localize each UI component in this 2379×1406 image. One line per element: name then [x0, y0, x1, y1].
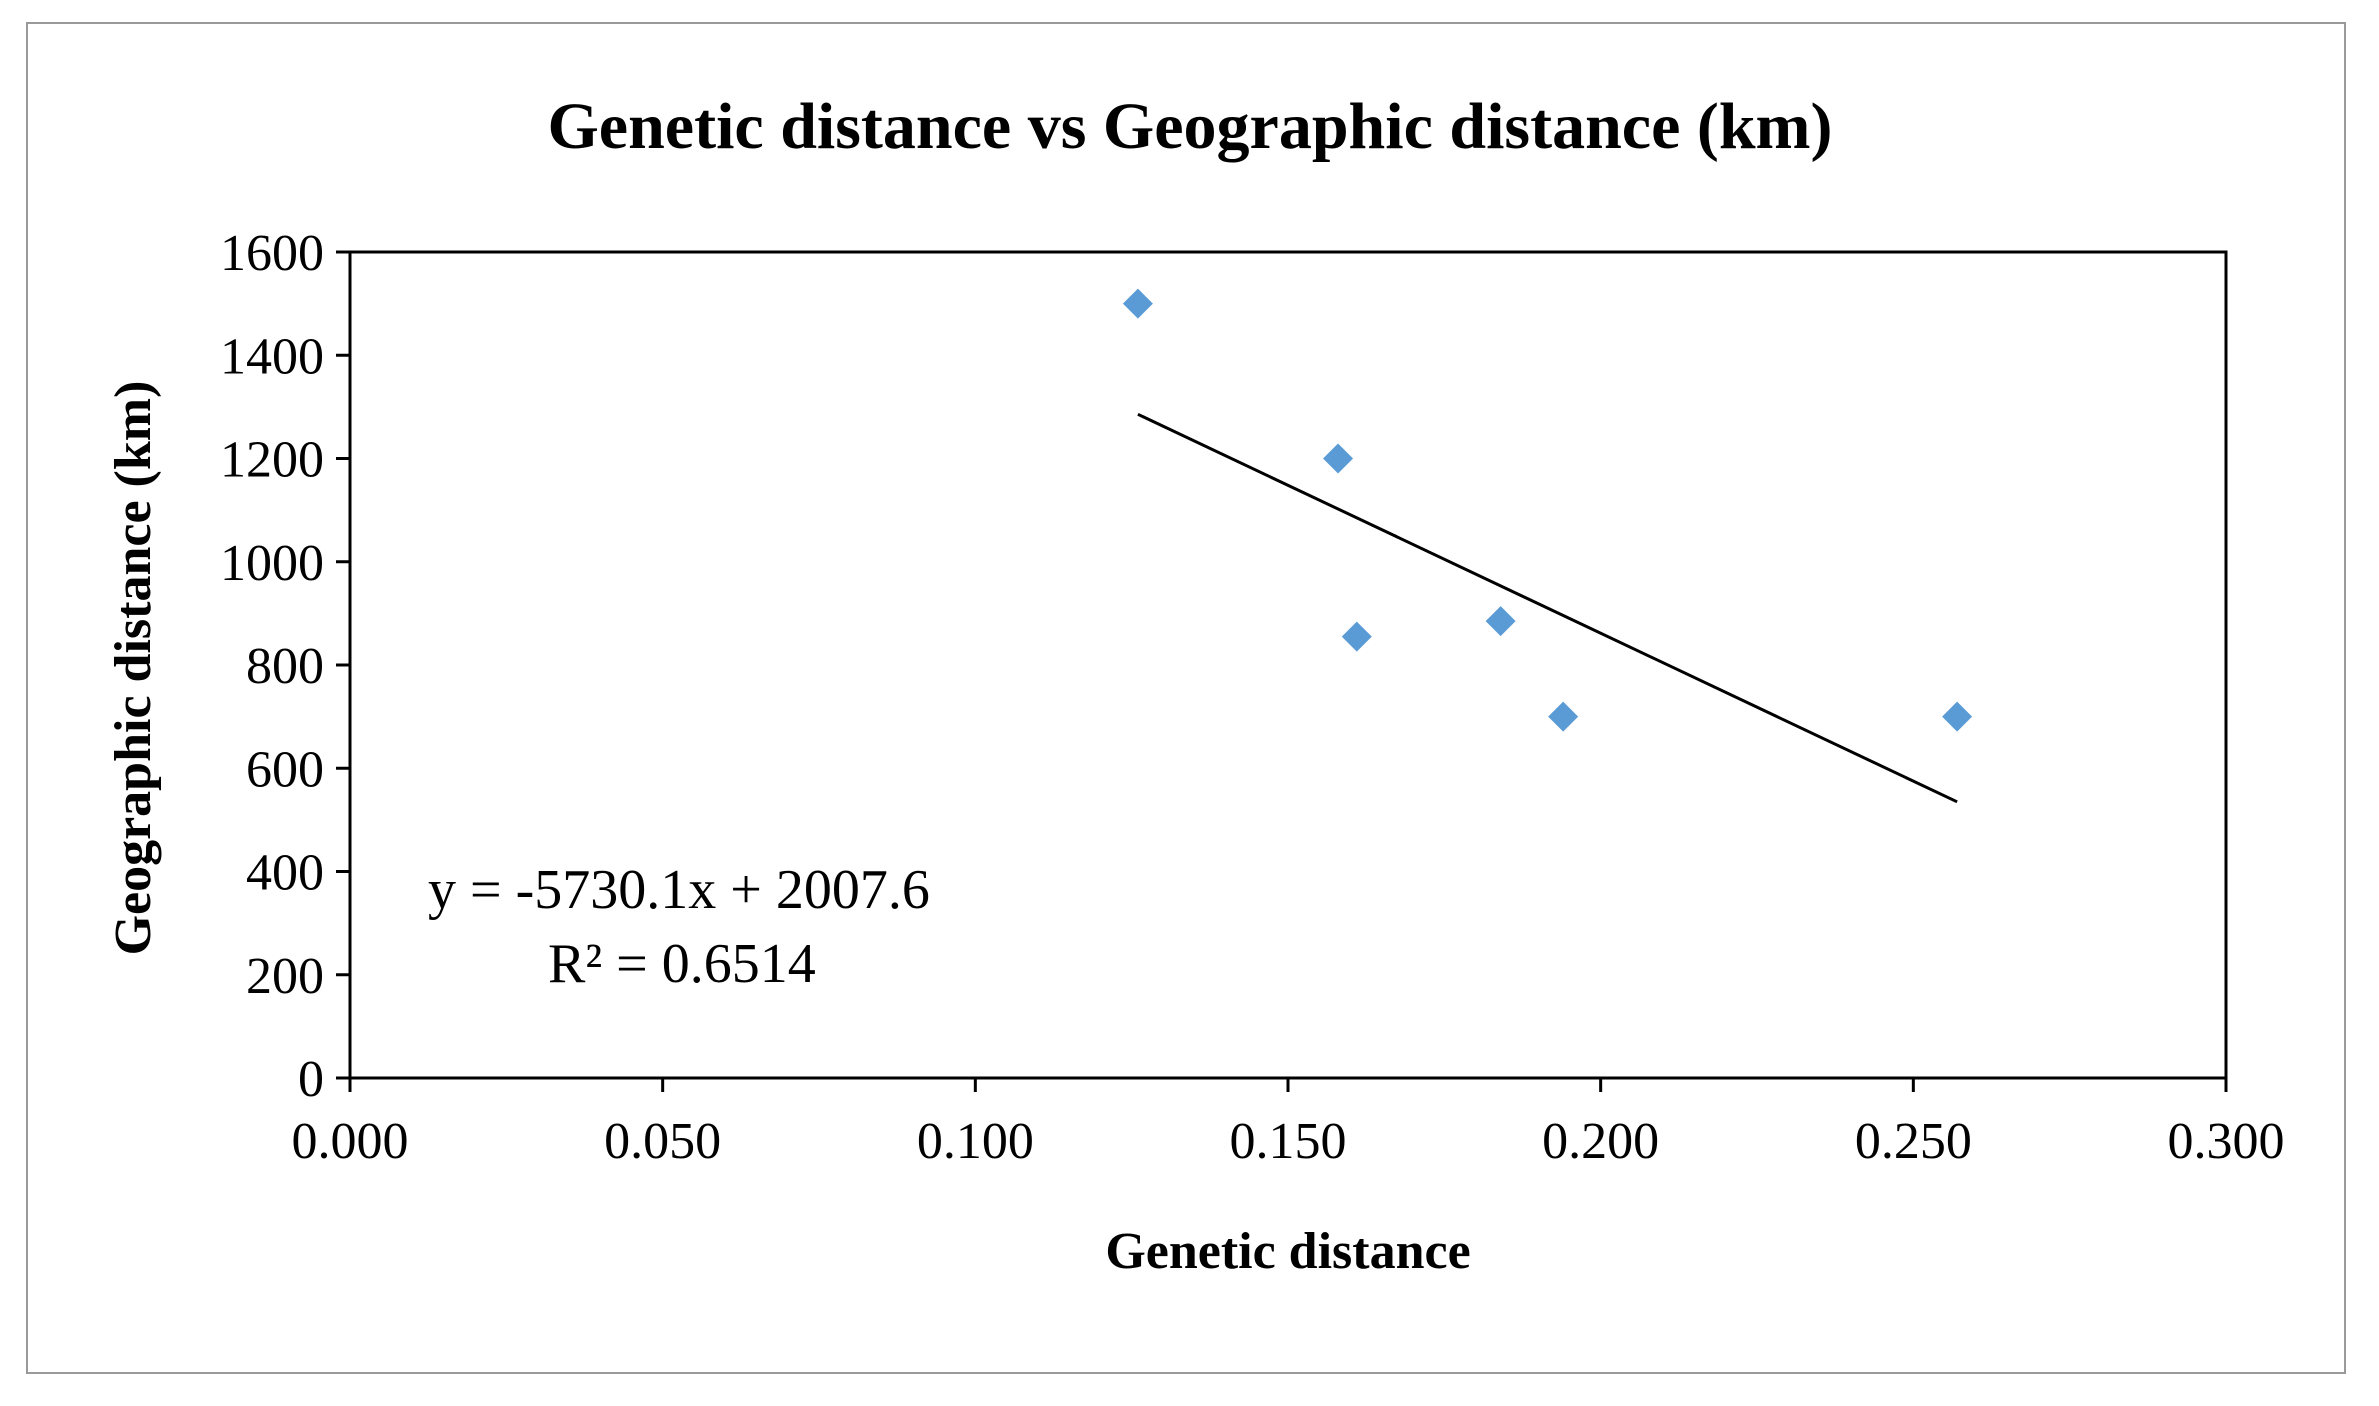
- x-tick-label: 0.250: [1855, 1113, 1972, 1170]
- x-tick-label: 0.000: [292, 1113, 409, 1170]
- trendline-equation: y = -5730.1x + 2007.6: [428, 859, 930, 921]
- x-tick-label: 0.150: [1230, 1113, 1347, 1170]
- x-tick-label: 0.050: [604, 1113, 721, 1170]
- data-point: [1485, 606, 1516, 637]
- y-tick-label: 1000: [220, 535, 324, 592]
- data-point: [1341, 621, 1372, 652]
- x-axis-ticks: 0.000 0.050 0.100 0.150 0.200 0.250 0.300: [292, 1078, 2285, 1170]
- data-points: [1122, 288, 1973, 732]
- data-point: [1122, 288, 1153, 319]
- trendline: [1137, 412, 1958, 804]
- trendline-r2: R² = 0.6514: [548, 933, 816, 995]
- x-tick-label: 0.200: [1542, 1113, 1659, 1170]
- y-tick-label: 800: [246, 638, 324, 695]
- data-point: [1323, 443, 1354, 474]
- y-axis-title: Geographic distance (km): [105, 381, 162, 956]
- chart-frame: [26, 22, 2346, 1374]
- y-tick-label: 400: [246, 845, 324, 902]
- data-point: [1942, 701, 1973, 732]
- x-tick-label: 0.300: [2168, 1113, 2285, 1170]
- data-point: [1548, 701, 1579, 732]
- y-tick-label: 600: [246, 741, 324, 798]
- x-axis-title: Genetic distance: [1105, 1223, 1470, 1280]
- y-tick-label: 1400: [220, 328, 324, 385]
- y-axis-ticks: 0 200 400 600 800 1000 1200 1400 1600: [220, 225, 350, 1108]
- y-tick-label: 1200: [220, 432, 324, 489]
- x-tick-label: 0.100: [917, 1113, 1034, 1170]
- y-tick-label: 1600: [220, 225, 324, 282]
- chart-title: Genetic distance vs Geographic distance …: [547, 90, 1832, 163]
- y-tick-label: 0: [298, 1051, 324, 1108]
- y-tick-label: 200: [246, 948, 324, 1005]
